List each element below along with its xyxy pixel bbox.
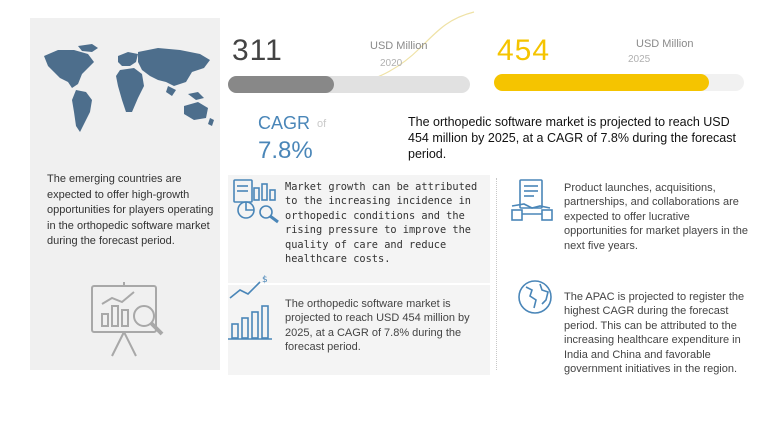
insight-card-projection	[228, 285, 490, 375]
globe-icon	[516, 278, 554, 316]
cagr-value: 7.8%	[258, 137, 313, 164]
stat-2025-value: 454	[497, 34, 551, 67]
insight-launches-text: Product launches, acquisitions, partners…	[564, 182, 749, 252]
insight-apac-text: The APAC is projected to register the hi…	[564, 291, 745, 376]
insight-growth-text: Market growth can be attributed to the i…	[285, 181, 478, 266]
growth-bars-icon: $	[228, 272, 274, 340]
column-divider	[496, 178, 497, 370]
stat-2020-unit: USD Million	[370, 40, 428, 52]
left-panel-text: The emerging countries are expected to o…	[47, 173, 214, 247]
insight-projection-text: The orthopedic software market is projec…	[285, 298, 470, 354]
cagr-label: CAGR	[258, 113, 311, 133]
presentation-analytics-icon	[88, 280, 172, 360]
svg-text:$: $	[262, 275, 268, 285]
stat-2025-unit: USD Million	[636, 38, 694, 50]
headline-text: The orthopedic software market is projec…	[408, 115, 736, 161]
cagr-of-label: of	[317, 118, 327, 130]
stat-2025-year: 2025	[628, 54, 651, 65]
world-map-icon	[38, 42, 220, 138]
stat-2020-value: 311	[232, 34, 283, 67]
analytics-doc-icon	[232, 178, 282, 224]
stat-2025-bar-fill	[494, 74, 709, 91]
stat-2020-bar	[228, 76, 470, 93]
stat-2020-year: 2020	[380, 58, 403, 69]
handshake-icon	[510, 178, 556, 222]
stat-2020-bar-fill	[228, 76, 335, 93]
insight-card-growth	[228, 175, 490, 283]
stat-2025-bar	[494, 74, 744, 91]
